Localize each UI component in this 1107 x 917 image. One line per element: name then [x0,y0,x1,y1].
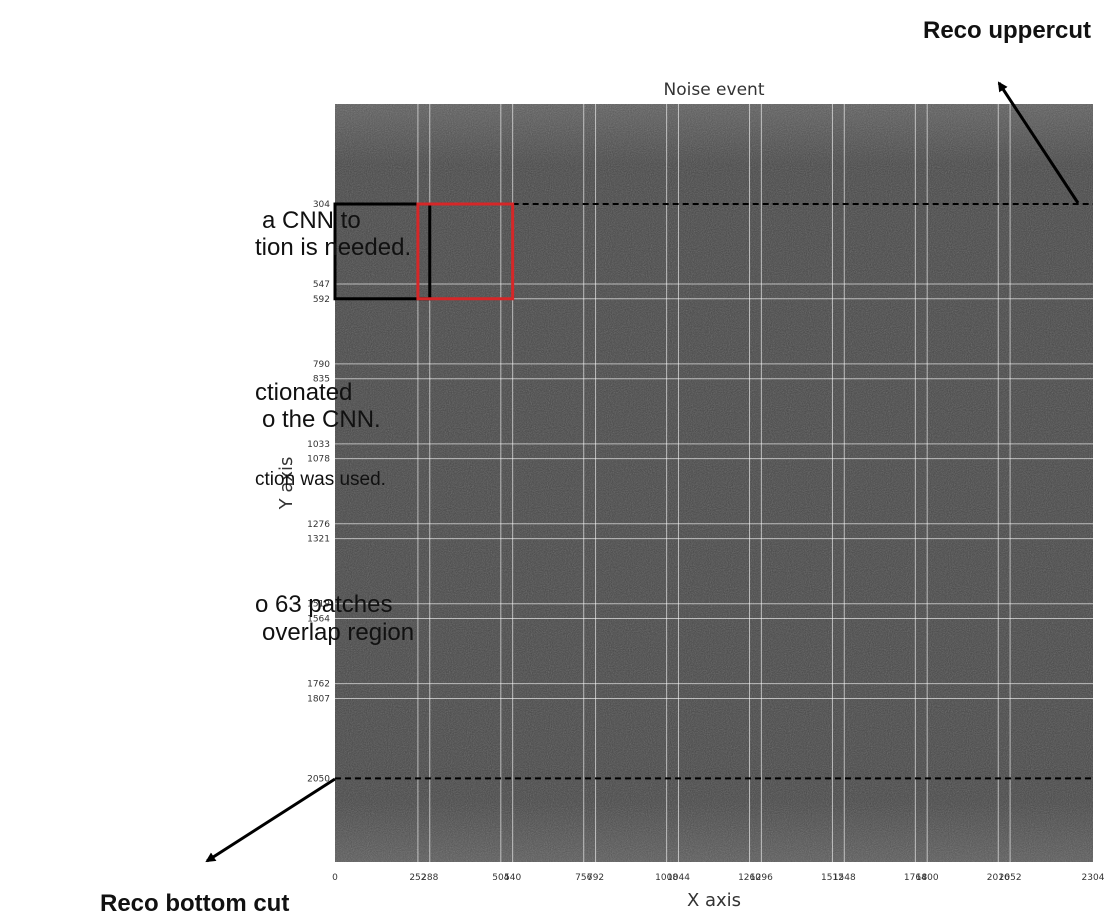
plot-title: Noise event [664,80,765,100]
y-tick-label: 2050 [307,774,330,784]
y-tick-label: 1807 [307,694,330,704]
annotation: Reco bottom cut [100,890,289,917]
x-axis-label: X axis [687,890,741,911]
arrow [207,779,335,861]
x-tick-label: 1044 [667,873,690,883]
y-tick-label: 1078 [307,455,330,465]
slide-text: o the CNN. [262,406,381,433]
y-tick-label: 1762 [307,680,330,690]
x-tick-label: 792 [587,873,604,883]
slide: Noise event X axis Y axis Reco uppercut … [0,0,1107,917]
x-tick-label: 1296 [750,873,773,883]
x-tick-label: 540 [504,873,521,883]
slide-text: tion is needed. [255,234,411,261]
y-tick-label: 790 [313,360,330,370]
x-tick-label: 0 [332,873,338,883]
x-tick-label: 2304 [1082,873,1105,883]
x-tick-label: 288 [421,873,438,883]
y-tick-label: 1276 [307,520,330,530]
y-tick-label: 547 [313,280,330,290]
image-shade [335,104,1093,862]
slide-text: o 63 patches [255,591,392,618]
annotation: Reco uppercut [923,17,1091,44]
slide-text: a CNN to [262,207,361,234]
x-tick-label: 1548 [833,873,856,883]
y-tick-label: 1321 [307,535,330,545]
x-tick-label: 1800 [916,873,939,883]
slide-text: ction was used. [255,469,386,490]
y-tick-label: 1033 [307,440,330,450]
y-tick-label: 592 [313,295,330,305]
slide-text: ctionated [255,379,352,406]
slide-text: overlap region [262,619,414,646]
x-tick-label: 2052 [999,873,1022,883]
